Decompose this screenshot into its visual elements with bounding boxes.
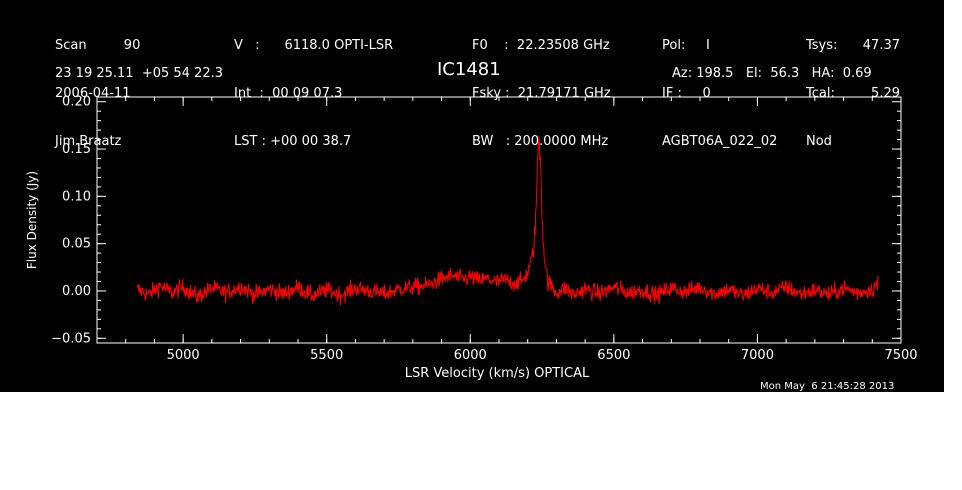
axis-ticks	[96, 97, 902, 343]
y-tick-label: −0.05	[51, 331, 91, 346]
header-system-labels: Tsys: Tcal: Nod	[806, 6, 837, 182]
x-axis-label: LSR Velocity (km/s) OPTICAL	[405, 366, 590, 381]
x-tick-label: 6000	[454, 348, 487, 363]
velocity: V : 6118.0 OPTI-LSR	[234, 38, 394, 53]
x-tick-label: 6500	[597, 348, 630, 363]
y-tick-label: 0.15	[62, 142, 91, 157]
x-tick-labels: 5000 5500 6000 6500 7000 7500	[167, 348, 918, 363]
if-number: IF : 0	[662, 86, 711, 101]
spectrum-series	[136, 136, 879, 306]
source-coordinates: 23 19 25.11 +05 54 22.3	[55, 66, 224, 81]
scan-number: Scan 90	[55, 38, 141, 53]
spectrum-panel: Scan 90 2006-04-11 Jim Braatz V : 6118.0…	[0, 0, 944, 392]
y-tick-label: 0.05	[62, 237, 91, 252]
spectrum-plot: −0.05 0.00 0.05 0.10 0.15 0.20 5000 5500 6000 65…	[25, 95, 918, 381]
y-tick-labels: −0.05 0.00 0.05 0.10 0.15 0.20	[51, 95, 91, 347]
tsys-value: 47.37	[862, 38, 900, 53]
x-tick-label: 5500	[310, 348, 343, 363]
project-id: AGBT06A_022_02	[662, 134, 778, 149]
source-name: IC1481	[437, 59, 501, 80]
header-polarization-info: Pol: I IF : 0 AGBT06A_022_02	[662, 6, 777, 182]
lst: LST : +00 00 38.7	[234, 134, 352, 149]
bandwidth: BW : 200.0000 MHz	[472, 134, 609, 149]
x-tick-label: 5000	[167, 348, 200, 363]
tsys-label: Tsys:	[806, 38, 838, 53]
x-tick-label: 7000	[741, 348, 774, 363]
y-tick-label: 0.20	[62, 95, 91, 110]
plot-timestamp: Mon May 6 21:45:28 2013	[760, 381, 895, 392]
spectrum-line	[136, 136, 879, 306]
az-el-ha: Az: 198.5 El: 56.3 HA: 0.69	[672, 66, 872, 81]
y-tick-label: 0.00	[62, 284, 91, 299]
polarization: Pol: I	[662, 38, 710, 53]
y-tick-label: 0.10	[62, 189, 91, 204]
observer: Jim Braatz	[55, 134, 122, 149]
rest-frequency: F0 : 22.23508 GHz	[472, 38, 610, 53]
mode-label: Nod	[806, 134, 832, 149]
header-scan-info: Scan 90 2006-04-11 Jim Braatz	[55, 6, 140, 182]
plot-frame	[96, 96, 902, 344]
y-axis-label: Flux Density (Jy)	[25, 171, 39, 269]
x-tick-label: 7500	[884, 348, 917, 363]
